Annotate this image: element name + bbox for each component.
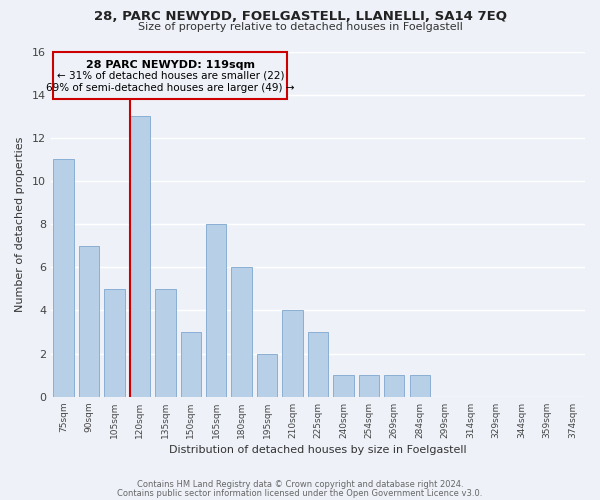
FancyBboxPatch shape: [53, 52, 287, 99]
Text: Contains public sector information licensed under the Open Government Licence v3: Contains public sector information licen…: [118, 488, 482, 498]
Bar: [308, 332, 328, 397]
Bar: [206, 224, 226, 397]
Bar: [359, 375, 379, 397]
Text: ← 31% of detached houses are smaller (22): ← 31% of detached houses are smaller (22…: [57, 71, 284, 81]
Text: 69% of semi-detached houses are larger (49) →: 69% of semi-detached houses are larger (…: [46, 83, 295, 93]
X-axis label: Distribution of detached houses by size in Foelgastell: Distribution of detached houses by size …: [169, 445, 467, 455]
Bar: [79, 246, 99, 397]
Bar: [155, 289, 176, 397]
Text: Size of property relative to detached houses in Foelgastell: Size of property relative to detached ho…: [137, 22, 463, 32]
Text: Contains HM Land Registry data © Crown copyright and database right 2024.: Contains HM Land Registry data © Crown c…: [137, 480, 463, 489]
Bar: [384, 375, 404, 397]
Bar: [232, 268, 252, 397]
Bar: [181, 332, 201, 397]
Bar: [410, 375, 430, 397]
Bar: [53, 160, 74, 397]
Bar: [257, 354, 277, 397]
Text: 28 PARC NEWYDD: 119sqm: 28 PARC NEWYDD: 119sqm: [86, 60, 255, 70]
Bar: [130, 116, 150, 397]
Bar: [283, 310, 303, 397]
Text: 28, PARC NEWYDD, FOELGASTELL, LLANELLI, SA14 7EQ: 28, PARC NEWYDD, FOELGASTELL, LLANELLI, …: [94, 10, 506, 23]
Bar: [104, 289, 125, 397]
Bar: [333, 375, 353, 397]
Y-axis label: Number of detached properties: Number of detached properties: [15, 136, 25, 312]
